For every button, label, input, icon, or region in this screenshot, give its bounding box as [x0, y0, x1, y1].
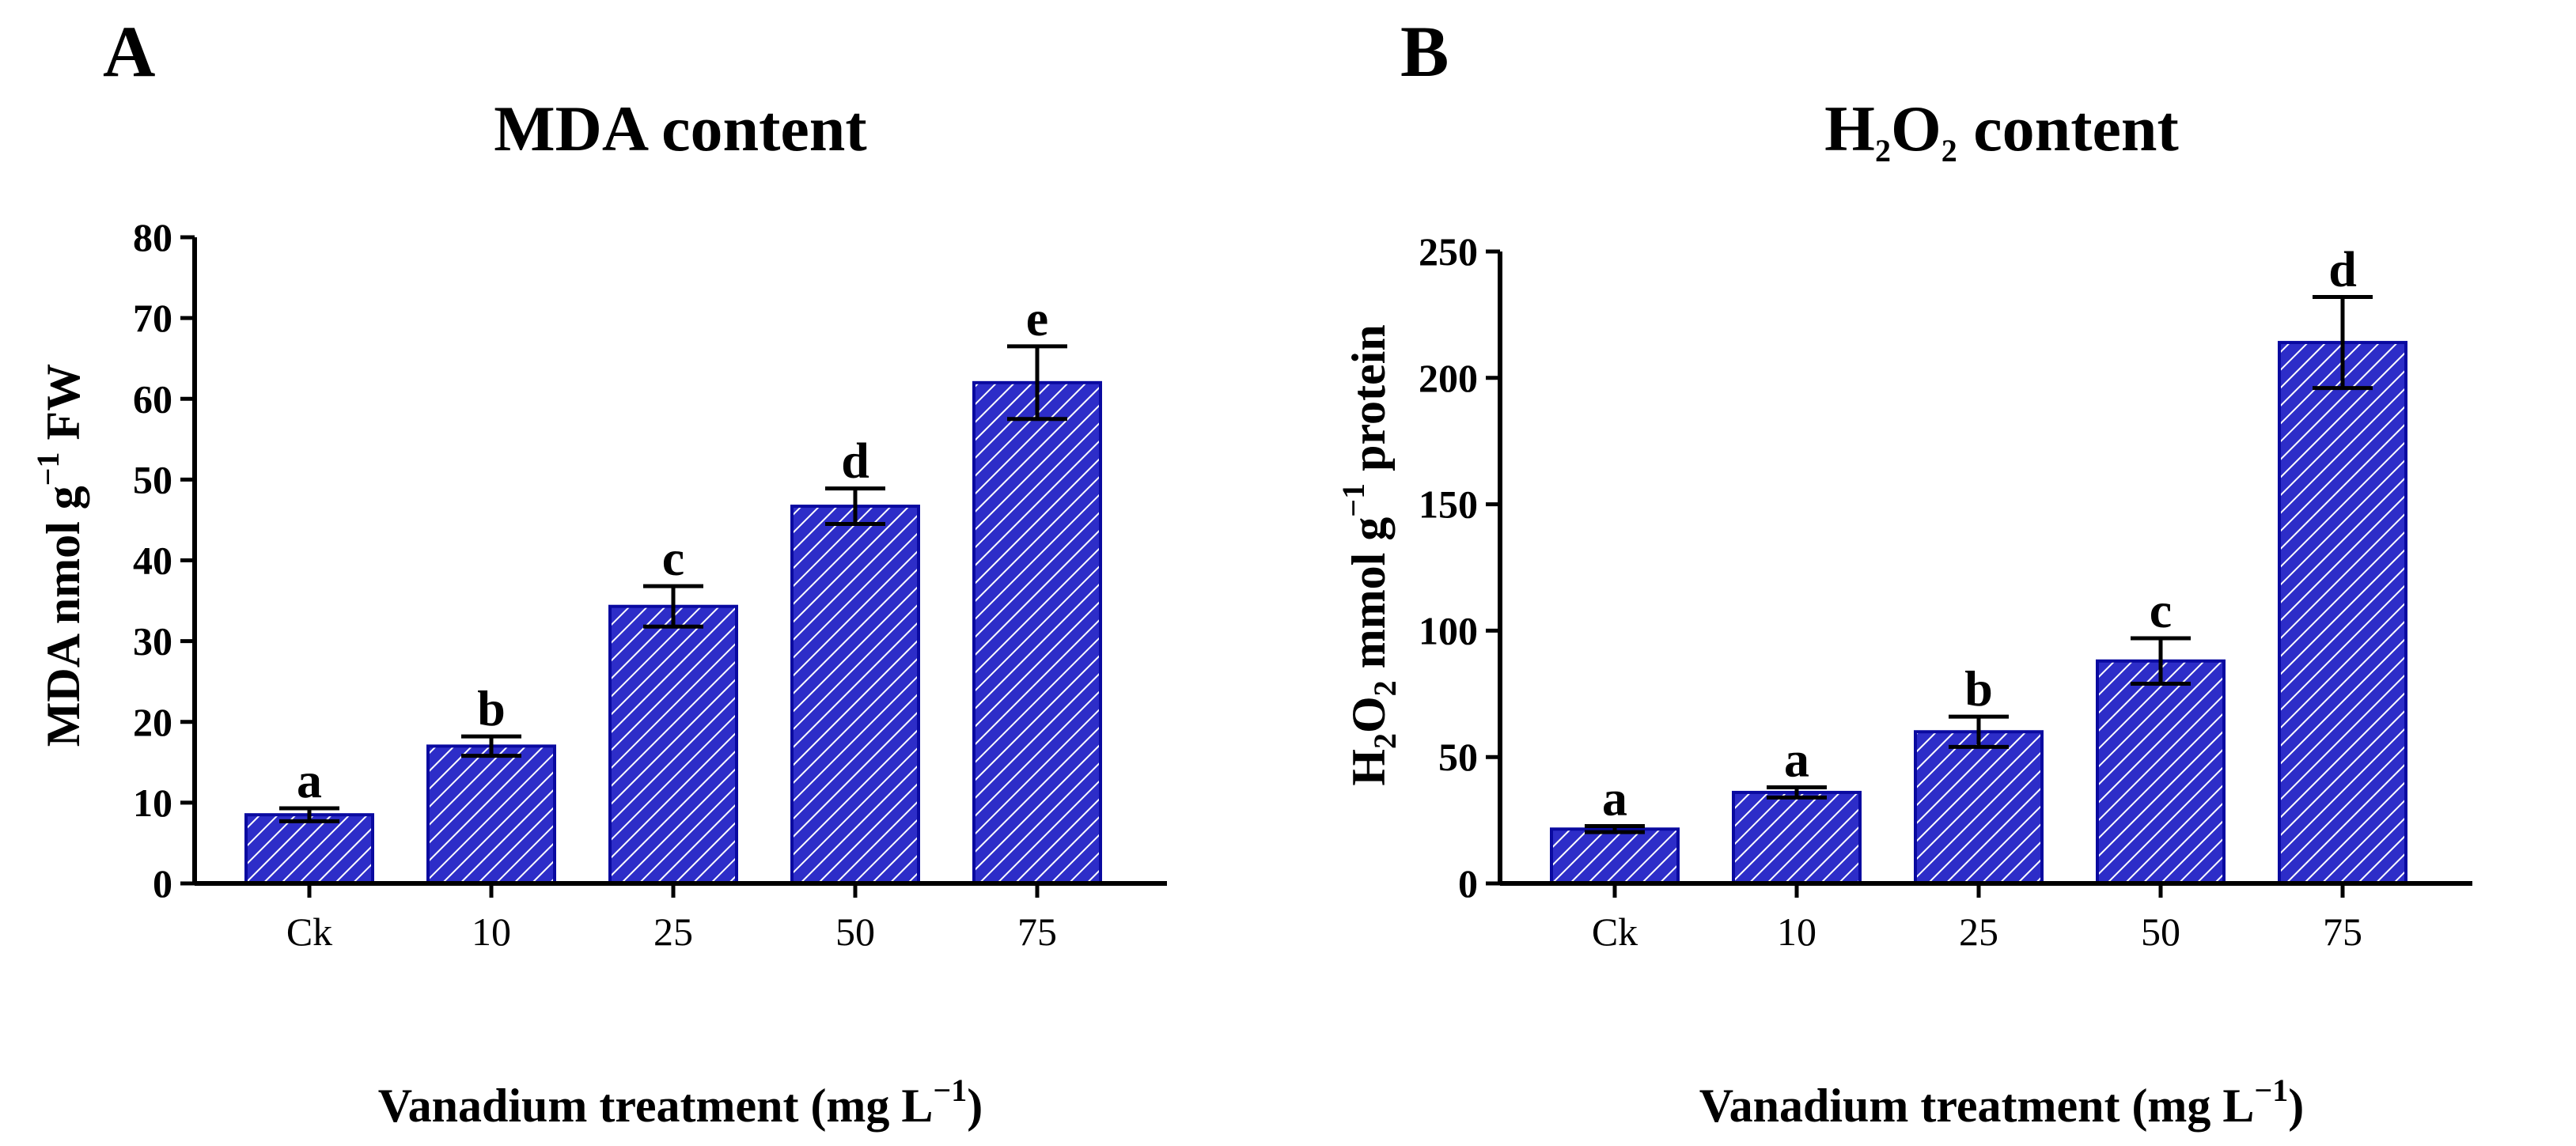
chart-a-significance-letter: e	[1026, 290, 1048, 346]
chart-a-bar	[244, 813, 374, 885]
chart-b-x-tick-label: 10	[1777, 910, 1816, 954]
chart-b-plot: a Ck a 10 b 25 c 50 d 75 0 50 100 150 200 250	[1419, 229, 2472, 954]
chart-a-x-tick-label: 10	[472, 910, 511, 954]
panel-letter-a: A	[103, 11, 155, 92]
chart-a-x-tick-label: Ck	[286, 910, 332, 954]
chart-b-title: H2O2 content	[1824, 93, 2179, 168]
chart-a-error-bar	[825, 486, 885, 527]
chart-a-x-tick-label: 50	[835, 910, 875, 954]
chart-b-error-bar	[1767, 785, 1827, 800]
chart-b-x-tick-label: 50	[2141, 910, 2180, 954]
chart-a-significance-letter: c	[662, 530, 684, 586]
chart-b-x-tick-label: 75	[2323, 910, 2362, 954]
chart-b-y-label: H2O2 mmol g−1 protein	[1335, 324, 1403, 785]
chart-a-bar	[790, 505, 920, 885]
chart-a-y-label: MDA nmol g−1 FW	[30, 364, 89, 747]
chart-b-x-label: Vanadium treatment (mg L−1)	[1699, 1072, 2304, 1132]
chart-a-y-tick-label: 20	[133, 700, 172, 744]
chart-a: A MDA content a Ck b 10 c 25 d 50 e 75 0 10 20 30 40 50…	[30, 11, 1167, 1132]
chart-a-bar	[972, 380, 1102, 885]
chart-a-title: MDA content	[494, 93, 866, 165]
chart-a-error-bar	[643, 584, 703, 629]
chart-b-error-bar	[2313, 295, 2373, 391]
chart-a-bar	[426, 744, 556, 886]
chart-a-y-tick-label: 50	[133, 457, 172, 501]
chart-a-y-tick-label: 40	[133, 539, 172, 583]
chart-b-bar	[2096, 659, 2226, 885]
chart-b-y-tick-label: 150	[1419, 482, 1478, 527]
chart-b-x-tick-label: Ck	[1592, 910, 1638, 954]
chart-b-significance-letter: c	[2150, 582, 2172, 638]
chart-b-x-tick-label: 25	[1959, 910, 1998, 954]
chart-b-y-tick-label: 0	[1458, 861, 1478, 906]
chart-b-bar	[1914, 730, 2044, 885]
chart-a-y-tick-label: 80	[133, 215, 172, 259]
chart-a-x-label: Vanadium treatment (mg L−1)	[378, 1072, 983, 1132]
chart-b-error-bar	[2131, 636, 2191, 686]
chart-b-y-tick-label: 100	[1419, 608, 1478, 652]
chart-b-significance-letter: a	[1602, 770, 1627, 826]
chart-b-bar	[1550, 827, 1680, 886]
chart-b-y-tick-label: 250	[1419, 229, 1478, 274]
chart-b-significance-letter: a	[1784, 732, 1809, 788]
chart-a-plot: a Ck b 10 c 25 d 50 e 75 0 10 20 30 40 50 60 70 80	[133, 215, 1167, 954]
chart-b-significance-letter: d	[2328, 241, 2357, 297]
chart-a-y-tick-label: 10	[133, 781, 172, 825]
chart-b-bar	[1732, 790, 1862, 885]
chart-b-y-tick-label: 200	[1419, 356, 1478, 400]
chart-a-significance-letter: d	[841, 433, 869, 489]
chart-b-error-bar	[1949, 714, 2009, 749]
chart-a-significance-letter: a	[297, 752, 322, 808]
chart-a-error-bar	[1007, 344, 1067, 422]
panel-letter-b: B	[1400, 11, 1449, 92]
chart-a-bar	[608, 604, 738, 885]
chart-a-error-bar	[279, 806, 339, 823]
chart-a-y-tick-label: 0	[153, 861, 172, 906]
chart-b-bar	[2278, 341, 2407, 885]
chart-a-significance-letter: b	[477, 680, 506, 736]
chart-b-error-bar	[1585, 823, 1645, 834]
chart-b-significance-letter: b	[1964, 660, 1993, 717]
chart-b: B H2O2 content a Ck a 10 b 25 c 50 d 75 0 50 100 150 2…	[1335, 11, 2472, 1132]
chart-a-y-tick-label: 60	[133, 376, 172, 421]
chart-a-x-tick-label: 25	[653, 910, 693, 954]
chart-a-x-tick-label: 75	[1017, 910, 1057, 954]
chart-b-y-tick-label: 50	[1438, 735, 1478, 779]
chart-a-y-tick-label: 30	[133, 619, 172, 664]
chart-a-y-tick-label: 70	[133, 296, 172, 340]
chart-a-error-bar	[461, 734, 521, 758]
